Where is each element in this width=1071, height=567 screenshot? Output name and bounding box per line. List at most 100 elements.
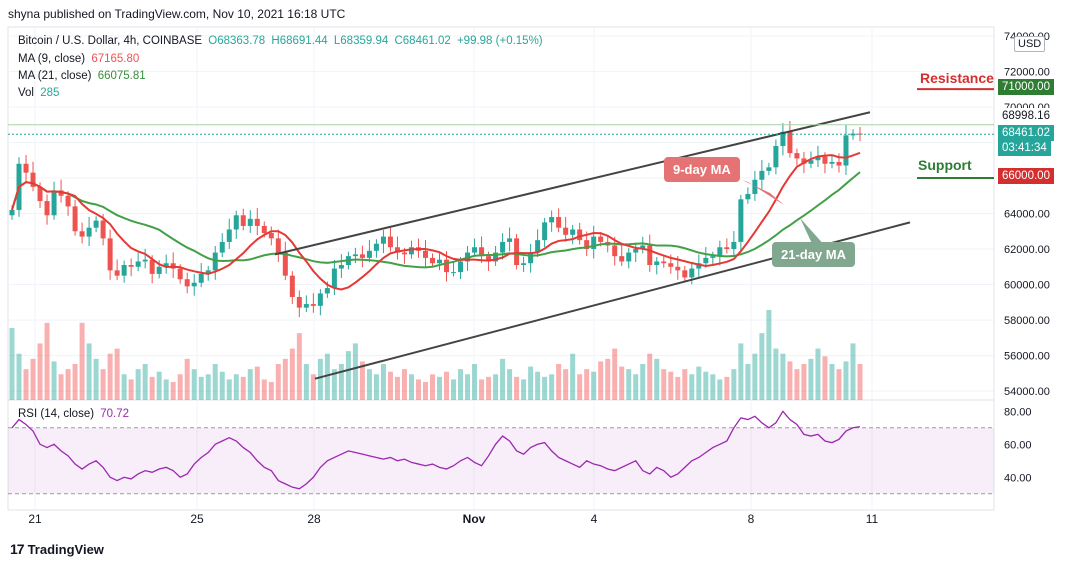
volume-bar (72, 364, 78, 400)
volume-bar (93, 358, 99, 400)
candle-body (843, 135, 849, 166)
volume-bar (191, 369, 197, 400)
candle-body (444, 259, 450, 273)
candle-body (387, 236, 393, 248)
volume-bar (44, 322, 50, 400)
volume-bar (521, 379, 527, 400)
close-value: C68461.02 (394, 35, 451, 47)
volume-bar (689, 374, 695, 400)
low-value: L68359.94 (333, 35, 389, 47)
volume-bar (324, 353, 330, 400)
candle-body (303, 304, 309, 308)
vol-value: 285 (40, 87, 60, 99)
candle-body (759, 170, 765, 180)
volume-bar (843, 361, 849, 400)
volume-bar (121, 374, 127, 400)
candle-body (233, 215, 239, 230)
candle-body (493, 252, 499, 262)
volume-bar (570, 353, 576, 400)
candle-body (780, 131, 786, 147)
volume-bar (675, 376, 681, 400)
volume-bar (703, 371, 709, 400)
volume-bar (850, 343, 856, 400)
candle-body (535, 240, 541, 253)
candle-body (247, 218, 253, 226)
volume-bar (556, 364, 562, 400)
candle-body (752, 179, 758, 194)
candle-body (58, 190, 64, 196)
volume-bar (296, 333, 302, 400)
volume-bar (303, 364, 309, 400)
candle-body (549, 217, 555, 223)
volume-bar (577, 374, 583, 400)
volume-bar (86, 343, 92, 400)
price-tick-label: 58000.00 (1004, 315, 1050, 327)
volume-bar (128, 379, 134, 400)
volume-bar (794, 369, 800, 400)
rsi-legend: RSI (14, close) 70.72 (18, 408, 129, 420)
ma21-value: 66075.81 (97, 70, 146, 82)
volume-bar (282, 358, 288, 400)
candle-body (710, 256, 716, 258)
upper-channel-line (274, 111, 871, 256)
volume-bar (535, 371, 541, 400)
volume-bar (563, 369, 569, 400)
candle-body (240, 215, 246, 226)
volume-bar (444, 371, 450, 400)
open-value: O68363.78 (208, 35, 266, 47)
volume-bar (58, 374, 64, 400)
candle-body (570, 229, 576, 235)
candle-body (731, 241, 737, 250)
rsi-tick-label: 60.00 (1004, 439, 1032, 451)
bar-countdown-tag: 03:41:34 (998, 140, 1051, 156)
volume-bar (717, 379, 723, 400)
volume-bar (787, 361, 793, 400)
support-annotation: Support (918, 157, 972, 173)
candle-body (556, 217, 562, 228)
volume-bar (247, 369, 253, 400)
candle-body (486, 256, 492, 262)
price-tick-label: 64000.00 (1004, 209, 1050, 221)
candle-body (296, 296, 302, 308)
candle-body (338, 265, 344, 269)
volume-bar (542, 376, 548, 400)
volume-bar (401, 369, 407, 400)
ma21-callout: 21-day MA (772, 242, 856, 267)
tradingview-logo-icon: 17 (10, 541, 25, 557)
volume-bar (598, 361, 604, 400)
change-value: +99.98 (+0.15%) (456, 35, 543, 47)
volume-bar (233, 374, 239, 400)
volume-bar (359, 361, 365, 400)
symbol-label: Bitcoin / U.S. Dollar, 4h, COINBASE (18, 35, 203, 47)
volume-bar (205, 374, 211, 400)
volume-bar (759, 333, 765, 400)
volume-bar (352, 343, 358, 400)
volume-bar (219, 371, 225, 400)
ma9-callout: 9-day MA (664, 157, 740, 182)
volume-bar (822, 356, 828, 400)
candle-body (114, 270, 120, 276)
candle-body (359, 254, 365, 258)
candle-body (815, 156, 821, 161)
candle-body (577, 229, 583, 241)
time-tick-label: 11 (866, 512, 879, 526)
candle-body (44, 201, 50, 216)
currency-selector[interactable]: USD (1014, 36, 1046, 52)
footer-brand: TradingView (27, 541, 104, 557)
candle-body (801, 158, 807, 164)
ma9-line (11, 151, 861, 291)
candle-body (745, 193, 751, 200)
volume-bar (135, 369, 141, 400)
resistance-price-tag: 71000.00 (998, 79, 1054, 95)
candle-body (696, 263, 702, 269)
volume-bar (773, 348, 779, 400)
volume-legend: Vol 285 (18, 87, 59, 99)
ma21-legend: MA (21, close) 66075.81 (18, 70, 146, 82)
volume-bar (254, 366, 260, 400)
volume-bar (857, 364, 863, 400)
vol-label: Vol (18, 87, 34, 99)
volume-bar (380, 364, 386, 400)
volume-bar (198, 376, 204, 400)
volume-bar (458, 369, 464, 400)
volume-bar (661, 369, 667, 400)
